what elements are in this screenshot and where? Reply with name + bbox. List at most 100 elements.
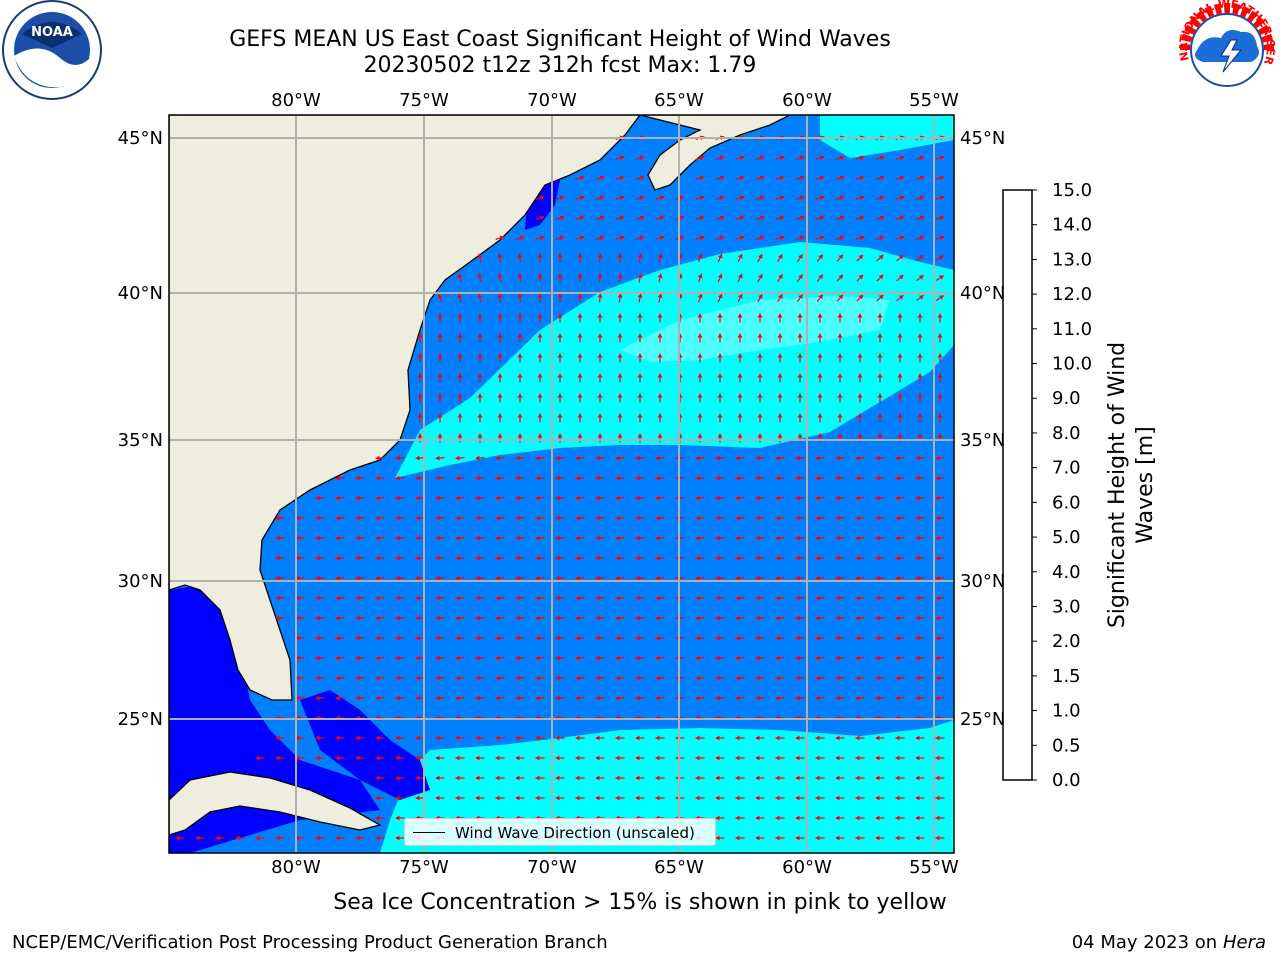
wave-arrow-head — [635, 695, 640, 701]
wave-arrow-head — [559, 215, 565, 221]
wave-arrow-head — [695, 575, 700, 581]
wave-arrow-head — [895, 495, 900, 501]
wave-arrow-head — [855, 475, 860, 481]
wave-arrow-head — [657, 333, 663, 338]
wave-arrow-head — [915, 675, 920, 681]
wave-arrow-head — [875, 455, 880, 461]
wave-arrow-head — [315, 755, 320, 761]
wave-arrow-head — [735, 675, 740, 681]
wave-arrow-head — [897, 393, 903, 398]
wave-arrow-head — [915, 635, 920, 641]
wave-arrow-head — [335, 535, 340, 541]
wave-arrow-head — [697, 393, 703, 398]
wave-arrow-head — [477, 353, 483, 358]
wave-arrow-head — [417, 433, 423, 438]
wave-arrow-head — [875, 755, 880, 761]
lon-label-bottom-3: 65°W — [654, 857, 704, 878]
wave-arrow-head — [915, 755, 920, 761]
lon-label-bottom-5: 55°W — [909, 857, 959, 878]
wave-arrow-head — [757, 393, 763, 398]
wave-arrow-head — [375, 575, 380, 581]
wave-arrow-head — [895, 455, 900, 461]
wave-arrow-head — [355, 735, 360, 741]
wave-arrow-head — [715, 535, 720, 541]
wave-arrow-head — [475, 795, 480, 801]
wave-arrow-head — [855, 755, 860, 761]
wave-arrow-head — [395, 755, 400, 761]
wave-arrow-head — [895, 735, 900, 741]
wave-arrow-head — [555, 595, 560, 601]
wave-arrow-head — [939, 175, 945, 181]
lon-label-bottom-0: 80°W — [271, 857, 321, 878]
wave-arrow-head — [475, 515, 480, 521]
wave-arrow-head — [715, 595, 720, 601]
land-cuba — [169, 771, 382, 836]
wave-arrow-head — [395, 555, 400, 561]
wave-arrow-head — [939, 255, 944, 260]
wave-arrow-head — [875, 555, 880, 561]
wave-arrow-head — [759, 215, 765, 221]
wave-arrow-head — [455, 655, 460, 661]
wave-arrow-head — [739, 195, 745, 201]
wave-arrow-head — [695, 775, 700, 781]
wave-arrow-head — [495, 495, 500, 501]
wave-arrow-head — [837, 353, 843, 358]
wave-arrow-head — [435, 775, 440, 781]
wave-arrow-head — [775, 655, 780, 661]
wave-arrow-head — [839, 215, 845, 221]
wave-arrow-head — [799, 195, 805, 201]
wave-arrow-head — [497, 293, 503, 298]
wave-arrow-head — [575, 595, 580, 601]
wave-arrow-head — [939, 275, 944, 280]
wave-arrow-head — [595, 635, 600, 641]
wave-arrow-head — [715, 455, 720, 461]
wave-arrow-head — [755, 555, 760, 561]
wave-arrow-head — [935, 795, 940, 801]
wave-arrow-head — [915, 515, 920, 521]
wave-arrow-head — [775, 595, 780, 601]
wave-arrow-head — [495, 775, 500, 781]
wave-arrow-head — [695, 755, 700, 761]
wave-arrow-head — [435, 635, 440, 641]
wave-arrow-head — [679, 195, 685, 201]
wave-arrow-head — [917, 433, 923, 438]
wave-arrow-head — [355, 675, 360, 681]
wave-arrow-head — [615, 595, 620, 601]
wave-arrow-head — [617, 373, 623, 378]
wave-arrow-head — [915, 735, 920, 741]
wave-arrow-head — [697, 333, 703, 338]
colorbar: 0.0 0.5 1.0 1.5 2.0 3.0 4.0 5.0 6.0 7.0 8.0 9.0 10.0… — [1002, 180, 1092, 791]
colorbar-label-line1: Significant Height of Wind — [1105, 342, 1130, 628]
wave-arrow-head — [797, 353, 803, 358]
wave-arrow-head — [579, 195, 585, 201]
wave-arrow-head — [635, 475, 640, 481]
wave-arrow-head — [619, 175, 625, 181]
wave-arrow-head — [937, 413, 943, 418]
wave-arrow-head — [355, 555, 360, 561]
wave-arrow-head — [595, 775, 600, 781]
wave-arrow-head — [695, 795, 700, 801]
wave-arrow-head — [557, 373, 563, 378]
wave-arrow-head — [917, 353, 923, 358]
wave-arrow-head — [815, 555, 820, 561]
wave-arrow-head — [395, 675, 400, 681]
wave-arrow-head — [917, 313, 923, 318]
wave-arrow-head — [915, 615, 920, 621]
wave-arrow-head — [435, 595, 440, 601]
wave-arrow-head — [315, 675, 320, 681]
wave-arrow-head — [617, 293, 623, 298]
wave-arrow-head — [495, 475, 500, 481]
wave-arrow-head — [335, 695, 340, 701]
wave-arrow-head — [497, 433, 503, 438]
wave-arrow-head — [719, 195, 725, 201]
wave-arrow-head — [695, 635, 700, 641]
wave-arrow-head — [735, 655, 740, 661]
wave-arrow-head — [857, 433, 863, 438]
wave-arrow-head — [695, 615, 700, 621]
wave-arrow-head — [575, 675, 580, 681]
wave-arrow-head — [435, 735, 440, 741]
wave-arrow-head — [755, 535, 760, 541]
wave-arrow-head — [315, 615, 320, 621]
wave-arrow-head — [818, 294, 823, 300]
wave-arrow-head — [355, 515, 360, 521]
